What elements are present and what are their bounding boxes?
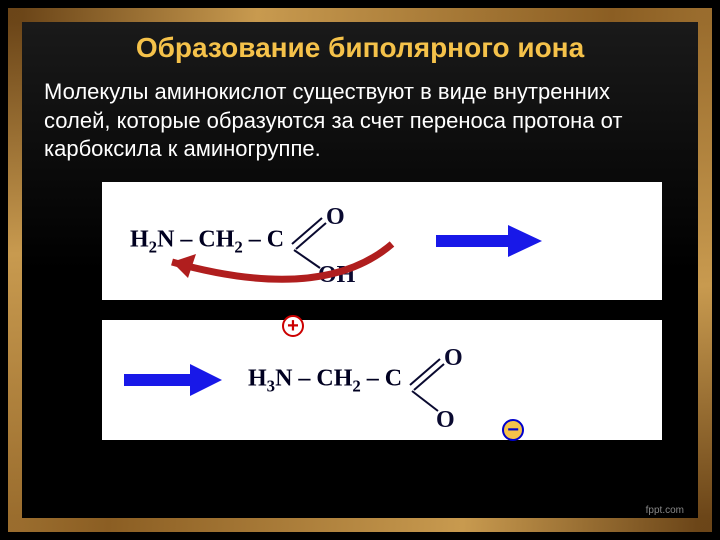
carboxylate-O-top: O (444, 345, 463, 371)
footer-watermark: fppt.com (646, 505, 684, 516)
slide-body-text: Молекулы аминокислот существуют в виде в… (22, 78, 698, 164)
negative-charge-icon: − (502, 419, 524, 441)
z-bridge-CH: – CH (292, 365, 352, 391)
carboxylate-group: O O (408, 345, 518, 415)
proton-transfer-arrow-icon (142, 234, 442, 314)
reaction-arrow-in-icon (120, 360, 230, 400)
ammonium-H: H (248, 365, 267, 391)
z-bridge-sub: 2 (352, 376, 360, 395)
reaction-arrow-icon (430, 221, 550, 261)
formula-zwitterion: + H3N – CH2 – C O O − (248, 345, 518, 415)
carboxylate-O-bottom: O (436, 407, 455, 433)
reaction-panel-1: H2N – CH2 – C O OH (102, 182, 662, 300)
slide-title: Образование биполярного иона (22, 32, 698, 64)
slide-frame: Образование биполярного иона Молекулы ам… (8, 8, 712, 532)
ammonium-N: N (275, 365, 292, 391)
z-bridge-C: – C (361, 365, 402, 391)
reaction-panel-2: + H3N – CH2 – C O O − (102, 320, 662, 440)
positive-charge-icon: + (282, 315, 304, 337)
ammonium-sub: 3 (267, 376, 275, 395)
carboxyl-O-top: O (326, 206, 345, 230)
